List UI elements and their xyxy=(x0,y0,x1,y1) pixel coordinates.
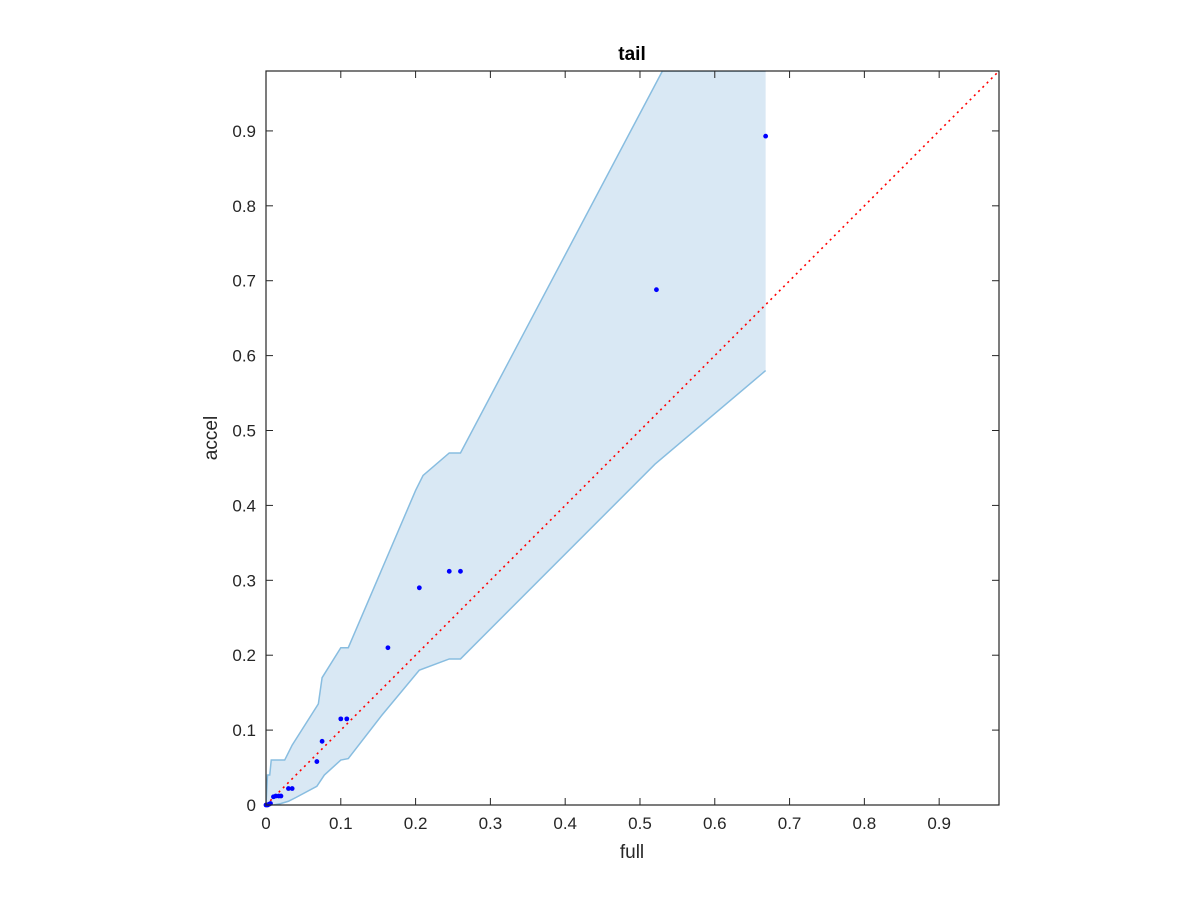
data-point xyxy=(344,716,350,722)
data-point xyxy=(289,786,295,791)
x-tick-label: 0.3 xyxy=(479,814,503,833)
confidence-band xyxy=(266,71,766,805)
data-point xyxy=(654,287,659,293)
x-tick-label: 0 xyxy=(261,814,270,833)
x-tick-label: 0.1 xyxy=(329,814,353,833)
y-tick-label: 0 xyxy=(247,796,256,815)
y-tick-label: 0.5 xyxy=(232,422,256,441)
x-tick-label: 0.5 xyxy=(628,814,652,833)
data-point xyxy=(278,793,284,799)
y-tick-label: 0.6 xyxy=(232,347,256,366)
y-tick-label: 0.8 xyxy=(232,197,256,216)
y-tick-label: 0.7 xyxy=(232,272,256,291)
y-tick-label: 0.2 xyxy=(232,646,256,665)
data-point xyxy=(385,645,391,651)
x-tick-label: 0.2 xyxy=(404,814,428,833)
x-tick-label: 0.6 xyxy=(703,814,727,833)
data-point xyxy=(314,759,320,764)
plot-area: 0 0.1 0.2 0.3 0.4 0.5 0.6 0.7 0.8 0.9 0 0.1 0.2 0.3 0.… xyxy=(232,70,1000,833)
data-point xyxy=(416,585,422,591)
x-tick-label: 0.4 xyxy=(553,814,577,833)
x-tick-label: 0.8 xyxy=(853,814,877,833)
data-point xyxy=(446,568,452,574)
y-tick-label: 0.1 xyxy=(232,721,256,740)
x-tick-label: 0.7 xyxy=(778,814,802,833)
x-axis-label: full xyxy=(620,842,644,863)
data-point xyxy=(338,716,344,722)
band-upper-edge xyxy=(266,71,766,805)
y-tick-label: 0.4 xyxy=(232,496,256,515)
data-point xyxy=(319,738,325,744)
reference-line xyxy=(265,70,1000,806)
y-tick-label: 0.9 xyxy=(232,122,256,141)
y-tick-label: 0.3 xyxy=(232,571,256,590)
data-point xyxy=(458,568,463,574)
band-lower-edge xyxy=(266,370,767,805)
axes-box xyxy=(265,70,1000,806)
chart-title: tail xyxy=(618,44,645,65)
data-point xyxy=(286,786,291,791)
y-axis-label: accel xyxy=(201,416,222,460)
x-tick-label: 0.9 xyxy=(927,814,951,833)
data-point xyxy=(763,133,769,139)
